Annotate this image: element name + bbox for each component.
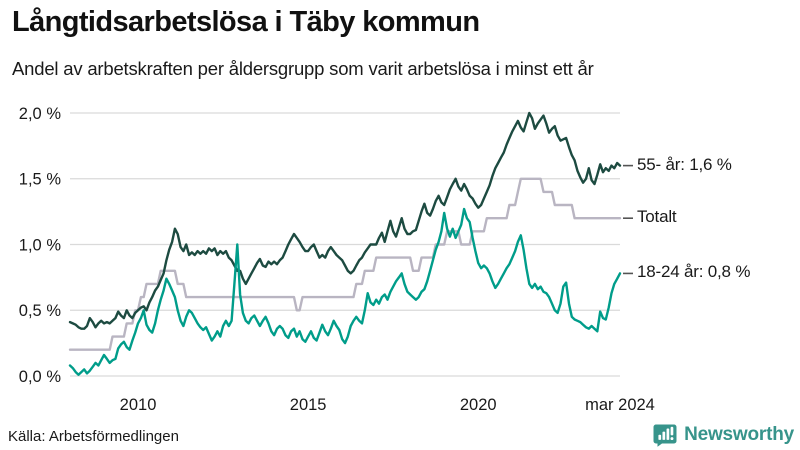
brand-logo: Newsworthy (653, 422, 794, 447)
x-tick-label: 2020 (460, 396, 497, 414)
brand-name: Newsworthy (684, 423, 794, 445)
series-label-55: 55- år: 1,6 % (637, 154, 732, 174)
series-line-55-r (68, 111, 622, 330)
source-text: Källa: Arbetsförmedlingen (8, 428, 179, 445)
series-label-totalt: Totalt (637, 207, 677, 227)
x-tick-label: 2015 (290, 396, 327, 414)
page-title: Långtidsarbetslösa i Täby kommun (12, 6, 480, 38)
series-line-Totalt (68, 177, 622, 351)
y-tick-label: 2,0 % (19, 105, 62, 123)
y-tick-label: 1,5 % (19, 171, 62, 189)
page-subtitle: Andel av arbetskraften per åldersgrupp s… (12, 58, 594, 79)
x-tick-label: 2010 (120, 396, 157, 414)
x-tick-label: mar 2024 (585, 396, 655, 414)
series-label-18-24: 18-24 år: 0,8 % (637, 262, 751, 282)
series-line-18-24r (68, 207, 622, 376)
y-tick-label: 0,5 % (19, 302, 62, 320)
y-tick-label: 0,0 % (19, 368, 62, 386)
newsworthy-logo-icon (653, 422, 678, 447)
y-tick-label: 1,0 % (19, 236, 62, 254)
